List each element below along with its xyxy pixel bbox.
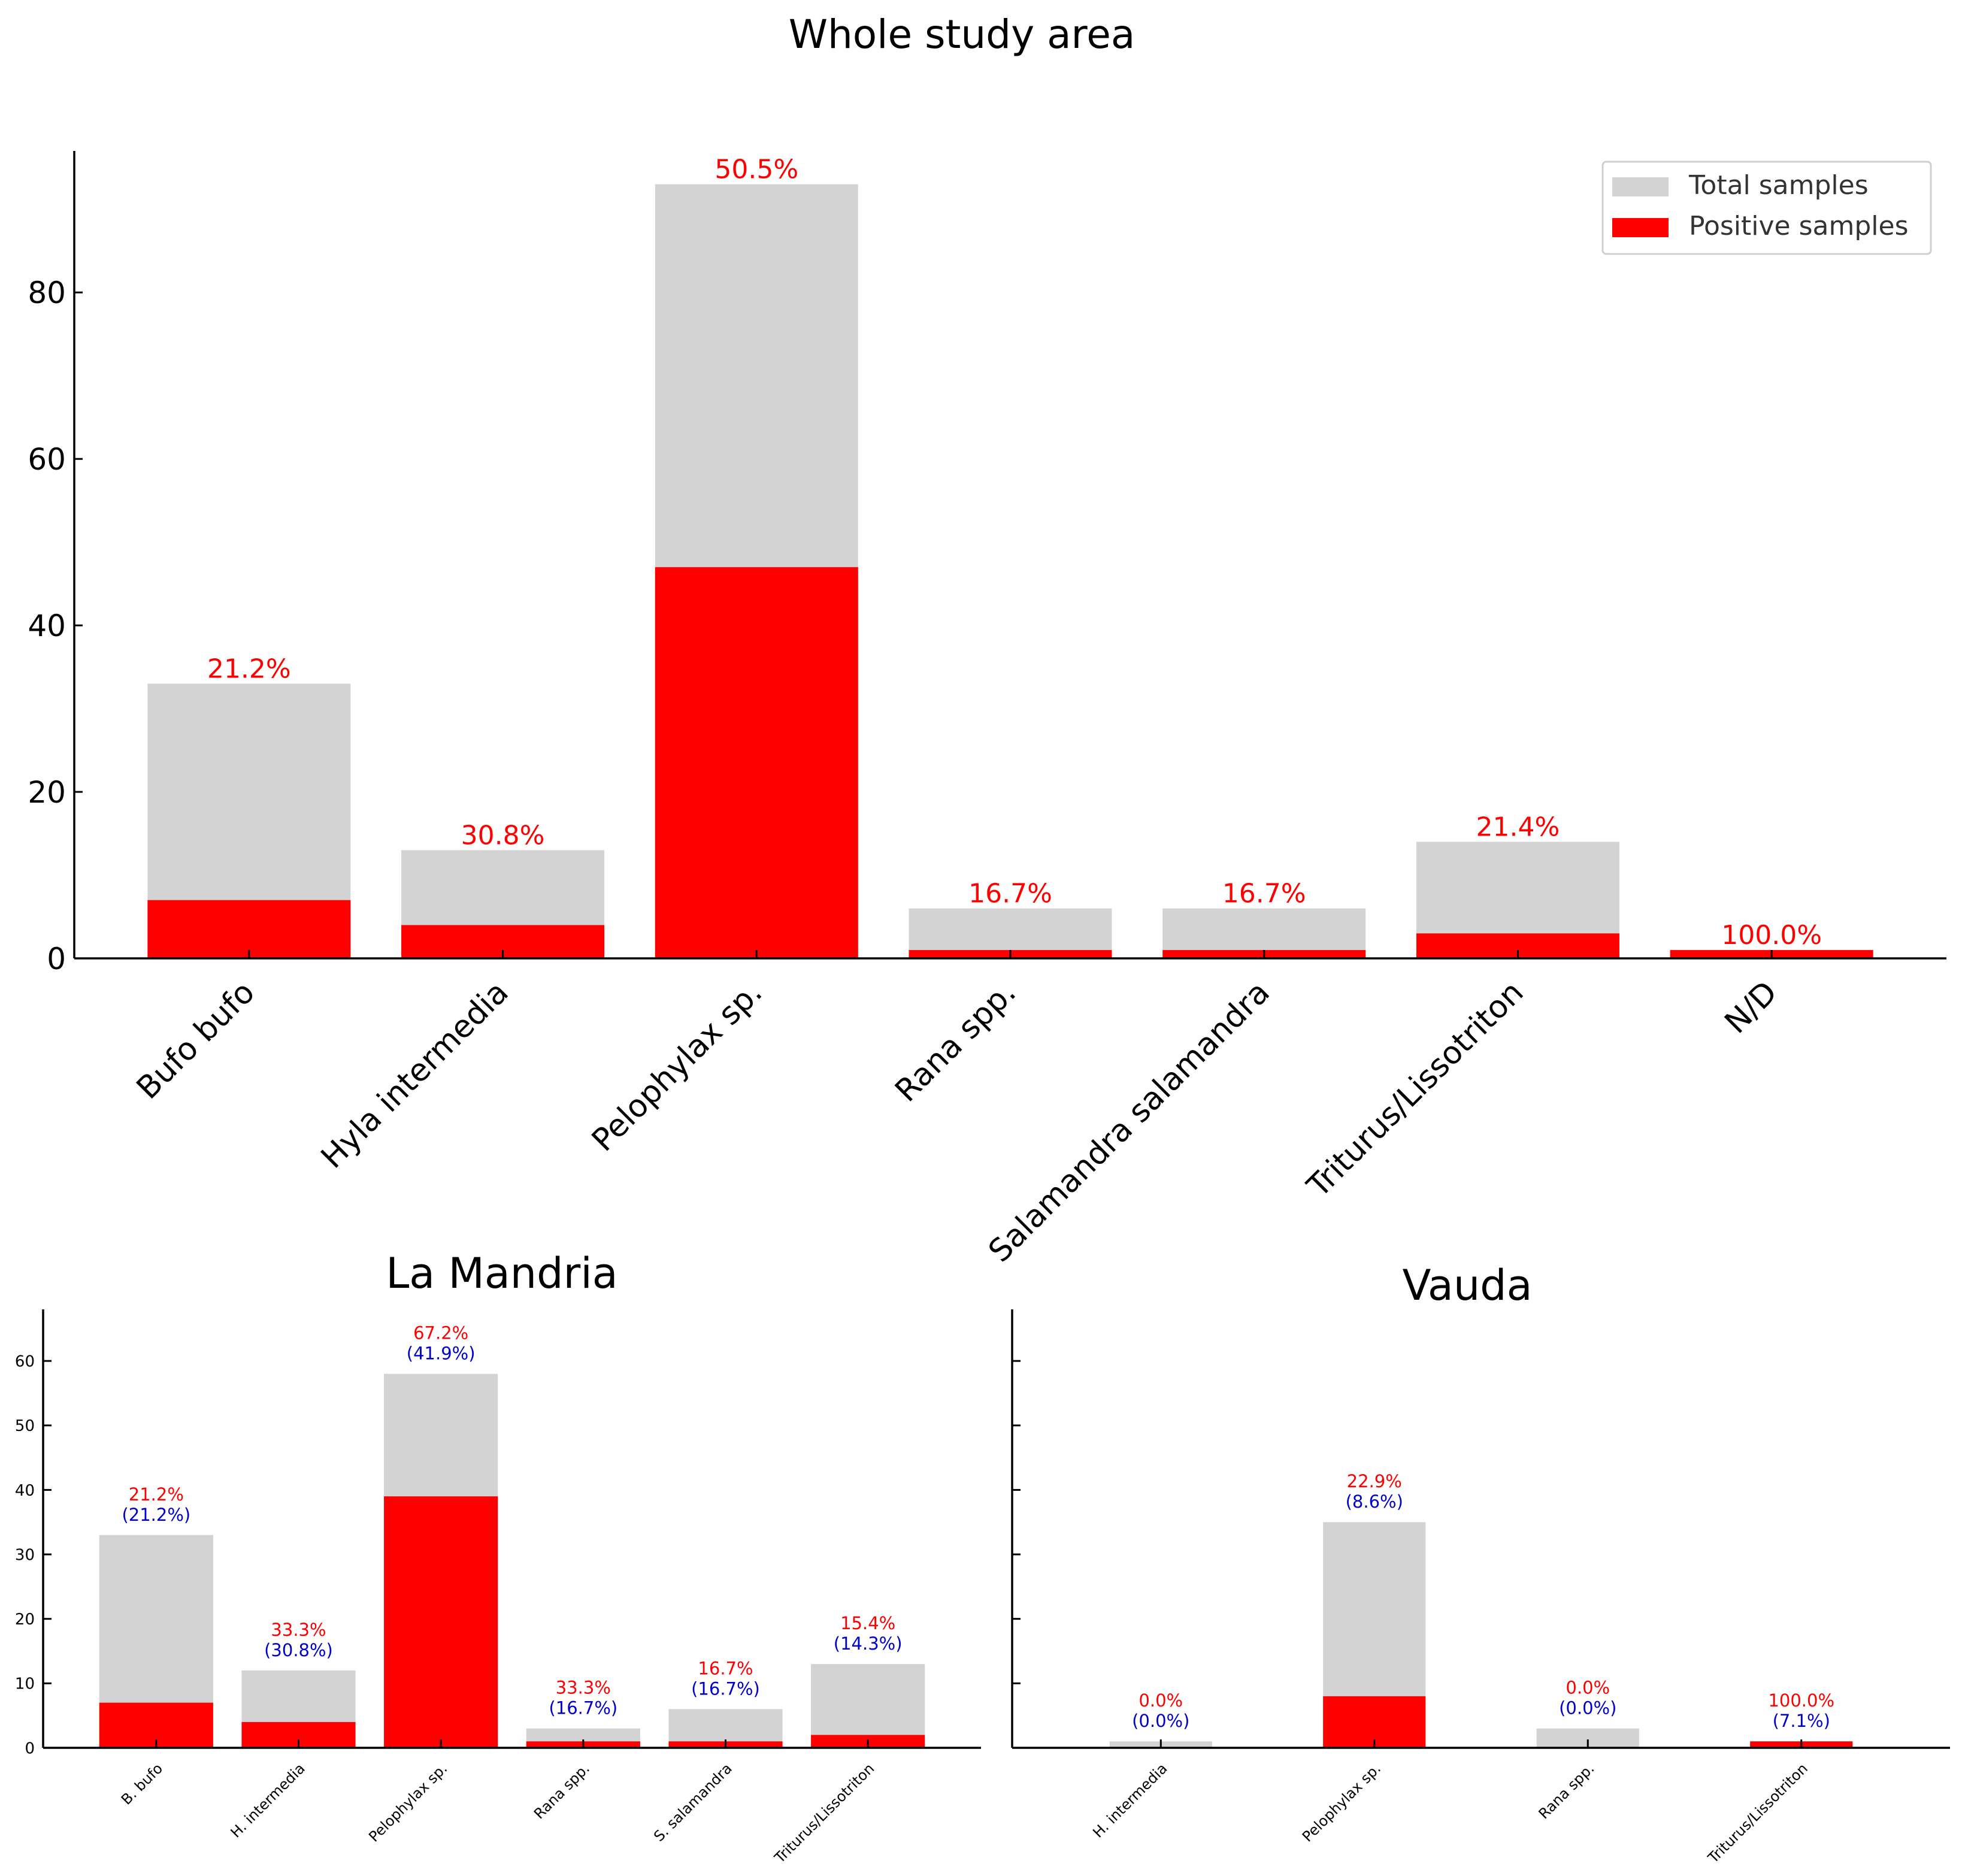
data-label-pct-2: 67.2% bbox=[413, 1323, 468, 1344]
whole-bars bbox=[147, 184, 1873, 958]
data-label-pct-5: 21.4% bbox=[1476, 812, 1560, 842]
data-label-pct-1: 33.3% bbox=[271, 1620, 326, 1640]
legend-frame bbox=[1601, 161, 1932, 255]
bar-positive-0 bbox=[147, 900, 351, 958]
data-label-pct-overall-1: (30.8%) bbox=[264, 1640, 333, 1660]
x-tick-label-0: Bufo bufo bbox=[130, 975, 262, 1106]
vauda-bars bbox=[1109, 1522, 1853, 1748]
mandria-labels: 21.2%(21.2%)33.3%(30.8%)67.2%(41.9%)33.3… bbox=[122, 1323, 902, 1718]
data-label-pct-4: 16.7% bbox=[1222, 879, 1306, 909]
bar-positive-2 bbox=[384, 1496, 498, 1748]
y-tick-label-1: 20 bbox=[28, 775, 66, 810]
x-tick-label-3: Rana spp. bbox=[531, 1760, 593, 1822]
data-label-pct-overall-1: (8.6%) bbox=[1346, 1491, 1403, 1512]
x-tick-label-1: H. intermedia bbox=[228, 1760, 308, 1841]
data-label-pct-3: 100.0% bbox=[1768, 1690, 1834, 1711]
data-label-pct-3: 16.7% bbox=[968, 879, 1052, 909]
x-tick-label-3: Triturus/Lissotriton bbox=[1704, 1760, 1811, 1866]
bar-total-5 bbox=[811, 1664, 925, 1748]
x-tick-label-2: Rana spp. bbox=[1536, 1760, 1598, 1822]
x-tick-label-1: Pelophylax sp. bbox=[1299, 1760, 1384, 1845]
y-tick-label-2: 20 bbox=[15, 1611, 35, 1629]
mandria-bars bbox=[99, 1373, 925, 1748]
bar-positive-1 bbox=[1323, 1696, 1426, 1748]
data-label-pct-overall-4: (16.7%) bbox=[691, 1678, 760, 1699]
y-tick-label-4: 80 bbox=[28, 276, 66, 310]
y-tick-label-4: 40 bbox=[15, 1482, 35, 1500]
x-tick-label-5: Triturus/Lissotriton bbox=[771, 1760, 877, 1866]
x-tick-label-4: S. salamandra bbox=[650, 1760, 735, 1845]
la-mandria-chart: La Mandria 21.2%(21.2%)33.3%(30.8%)67.2%… bbox=[15, 1249, 981, 1867]
legend-label-total: Total samples bbox=[1688, 170, 1869, 201]
y-tick-label-6: 60 bbox=[15, 1352, 35, 1370]
data-label-pct-2: 50.5% bbox=[714, 155, 798, 185]
data-label-pct-0: 21.2% bbox=[207, 653, 291, 684]
data-label-pct-overall-0: (0.0%) bbox=[1132, 1711, 1189, 1731]
x-tick-label-0: B. bufo bbox=[118, 1760, 166, 1808]
whole-labels: 21.2% 30.8% 50.5% 16.7% 16.7% 21.4% 100.0% bbox=[207, 155, 1822, 951]
data-label-pct-6: 100.0% bbox=[1721, 920, 1822, 951]
y-tick-label-5: 50 bbox=[15, 1417, 35, 1435]
x-tick-label-2: Pelophylax sp. bbox=[365, 1760, 450, 1845]
data-label-pct-4: 16.7% bbox=[698, 1658, 753, 1678]
x-tick-label-3: Rana spp. bbox=[888, 975, 1023, 1109]
whole-legend: Total samples Positive samples bbox=[1601, 161, 1932, 255]
y-tick-label-0: 0 bbox=[47, 942, 66, 976]
y-tick-label-2: 40 bbox=[28, 609, 66, 643]
data-label-pct-1: 30.8% bbox=[461, 820, 545, 851]
data-label-pct-overall-0: (21.2%) bbox=[122, 1505, 190, 1525]
whole-chart-title: Whole study area bbox=[789, 11, 1136, 58]
data-label-pct-overall-2: (41.9%) bbox=[407, 1344, 476, 1364]
data-label-pct-overall-5: (14.3%) bbox=[834, 1633, 903, 1654]
vauda-chart-title: Vauda bbox=[1402, 1261, 1532, 1310]
data-label-pct-overall-3: (7.1%) bbox=[1773, 1711, 1830, 1731]
data-label-pct-2: 0.0% bbox=[1566, 1678, 1610, 1698]
vauda-axes: H. intermedia Pelophylax sp. Rana spp. Trit… bbox=[1011, 1309, 1950, 1867]
whole-study-area-chart: Whole study area 21.2% 30.8% 50.5% 16.7% 16.… bbox=[28, 11, 1946, 1269]
legend-swatch-positive bbox=[1612, 218, 1669, 237]
y-tick-label-1: 10 bbox=[15, 1675, 35, 1693]
x-tick-label-4: Salamandra salamandra bbox=[982, 975, 1276, 1269]
x-tick-label-5: Triturus/Lissotriton bbox=[1300, 975, 1531, 1205]
x-tick-label-2: Pelophylax sp. bbox=[585, 975, 769, 1158]
mandria-chart-title: La Mandria bbox=[386, 1249, 617, 1298]
y-tick-label-3: 30 bbox=[15, 1546, 35, 1564]
vauda-labels: 0.0%(0.0%)22.9%(8.6%)0.0%(0.0%) 100.0%(7.… bbox=[1132, 1471, 1834, 1731]
x-tick-label-6: N/D bbox=[1718, 975, 1785, 1041]
legend-label-positive: Positive samples bbox=[1689, 211, 1909, 241]
bar-positive-2 bbox=[655, 567, 858, 958]
data-label-pct-5: 15.4% bbox=[840, 1613, 895, 1633]
data-label-pct-0: 0.0% bbox=[1139, 1690, 1183, 1711]
data-label-pct-0: 21.2% bbox=[129, 1484, 184, 1505]
data-label-pct-overall-2: (0.0%) bbox=[1559, 1698, 1616, 1718]
legend-swatch-total bbox=[1612, 177, 1669, 196]
x-tick-label-0: H. intermedia bbox=[1089, 1760, 1170, 1841]
data-label-pct-overall-3: (16.7%) bbox=[549, 1698, 617, 1718]
data-label-pct-3: 33.3% bbox=[556, 1678, 611, 1698]
vauda-chart: Vauda 0.0%(0.0%)22.9%(8.6%)0.0%(0.0%) 100… bbox=[1011, 1261, 1950, 1867]
y-tick-label-0: 0 bbox=[25, 1739, 35, 1757]
data-label-pct-1: 22.9% bbox=[1347, 1471, 1402, 1491]
y-tick-label-3: 60 bbox=[28, 442, 66, 477]
x-tick-label-1: Hyla intermedia bbox=[314, 975, 516, 1176]
